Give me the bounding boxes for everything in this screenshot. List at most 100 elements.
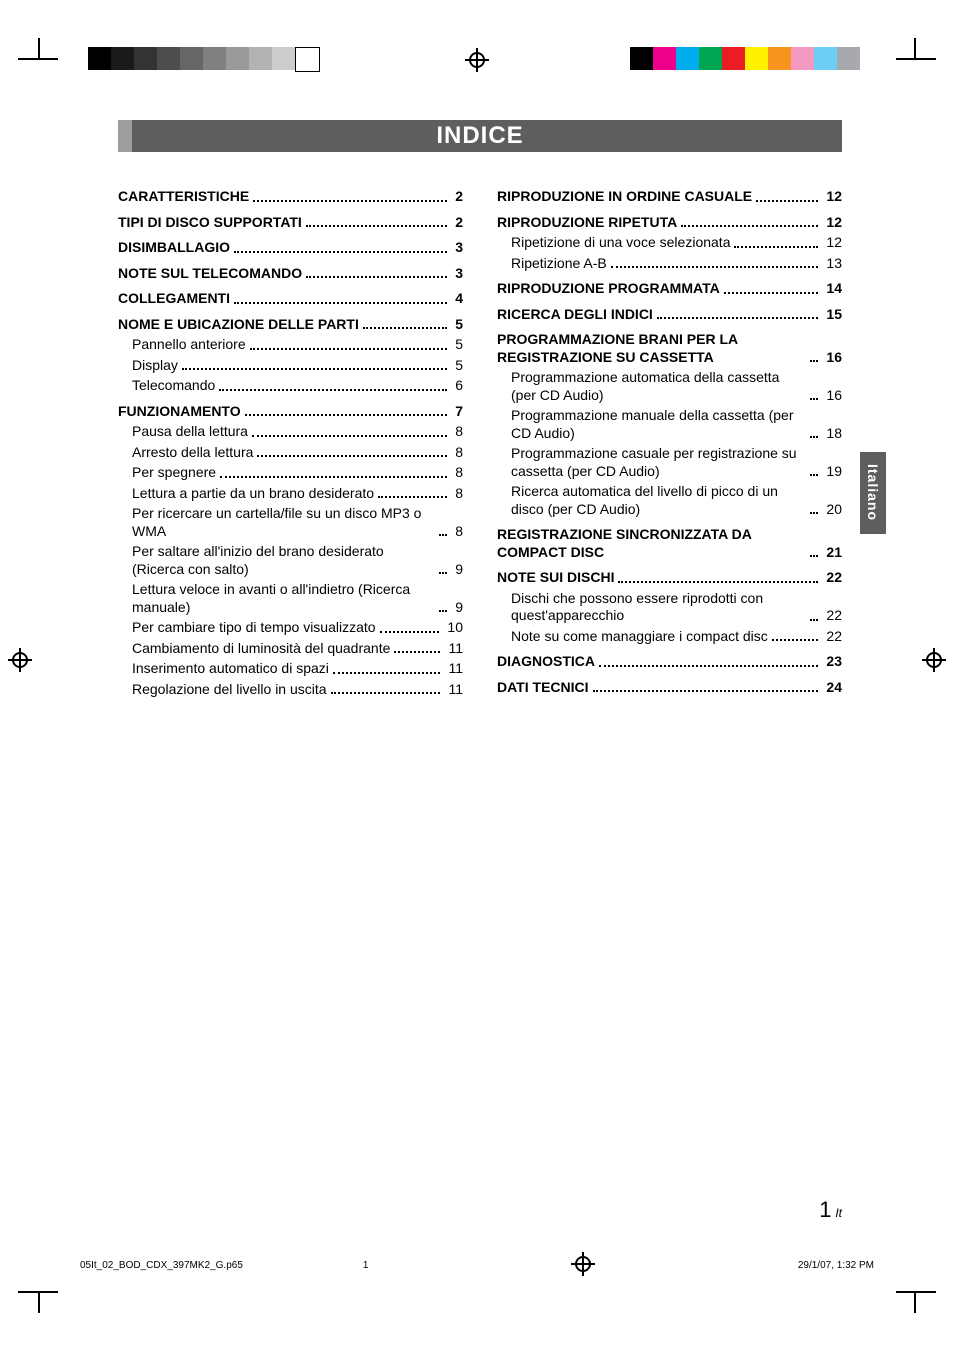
language-tab: Italiano: [860, 452, 886, 534]
toc-entry-sub: Programmazione automatica della cassetta…: [497, 369, 842, 404]
toc-entry-main: RIPRODUZIONE RIPETUTA 12: [497, 214, 842, 232]
toc-page: 5: [451, 357, 463, 375]
toc-label: DISIMBALLAGIO: [118, 239, 230, 257]
toc-entry-main: TIPI DI DISCO SUPPORTATI2: [118, 214, 463, 232]
table-of-contents: CARATTERISTICHE2TIPI DI DISCO SUPPORTATI…: [118, 180, 842, 701]
toc-entry-main: NOTE SUL TELECOMANDO3: [118, 265, 463, 283]
toc-column-left: CARATTERISTICHE2TIPI DI DISCO SUPPORTATI…: [118, 180, 463, 701]
footer: 05It_02_BOD_CDX_397MK2_G.p65 1 29/1/07, …: [80, 1252, 874, 1279]
toc-page: 6: [451, 377, 463, 395]
swatch: [837, 47, 860, 70]
toc-page: 11: [444, 681, 463, 699]
page-number-value: 1: [819, 1197, 831, 1222]
toc-leader-dots: [333, 672, 441, 674]
toc-leader-dots: [724, 292, 819, 294]
toc-leader-dots: [306, 225, 447, 227]
crop-mark-tr: [896, 38, 936, 78]
toc-label: Display: [118, 357, 178, 375]
toc-entry-sub: Arresto della lettura 8: [118, 444, 463, 462]
toc-page: 21: [822, 544, 842, 562]
toc-label: Per saltare all'inizio del brano desider…: [118, 543, 435, 578]
swatch: [791, 47, 814, 70]
crop-mark-tl: [18, 38, 58, 78]
toc-page: 16: [822, 387, 842, 405]
toc-leader-dots: [380, 631, 440, 633]
toc-entry-main: NOME E UBICAZIONE DELLE PARTI5: [118, 316, 463, 334]
toc-label: PROGRAMMAZIONE BRANI PER LA REGISTRAZION…: [497, 331, 806, 366]
toc-label: RICERCA DEGLI INDICI: [497, 306, 653, 324]
page-number: 1 It: [819, 1197, 842, 1223]
toc-page: 8: [451, 444, 463, 462]
toc-label: DIAGNOSTICA: [497, 653, 595, 671]
toc-label: RIPRODUZIONE RIPETUTA: [497, 214, 677, 232]
toc-leader-dots: [657, 317, 819, 319]
toc-label: Arresto della lettura: [118, 444, 253, 462]
toc-entry-sub: Display 5: [118, 357, 463, 375]
toc-entry-main: RIPRODUZIONE IN ORDINE CASUALE12: [497, 188, 842, 206]
toc-entry-sub: Cambiamento di luminosità del quadrante1…: [118, 640, 463, 658]
toc-page: 11: [444, 640, 463, 658]
swatch: [272, 47, 295, 70]
toc-leader-dots: [363, 327, 447, 329]
toc-entry-sub: Pannello anteriore 5: [118, 336, 463, 354]
toc-entry-sub: Ripetizione di una voce selezionata12: [497, 234, 842, 252]
toc-leader-dots: [810, 398, 818, 400]
toc-entry-sub: Inserimento automatico di spazi11: [118, 660, 463, 678]
swatch: [157, 47, 180, 70]
toc-entry-sub: Per spegnere8: [118, 464, 463, 482]
swatch: [134, 47, 157, 70]
toc-entry-sub: Ripetizione A-B13: [497, 255, 842, 273]
toc-label: RIPRODUZIONE IN ORDINE CASUALE: [497, 188, 752, 206]
toc-leader-dots: [681, 225, 818, 227]
toc-leader-dots: [439, 534, 447, 536]
toc-leader-dots: [331, 692, 441, 694]
toc-page: 15: [822, 306, 842, 324]
toc-label: Programmazione automatica della cassetta…: [497, 369, 806, 404]
toc-page: 19: [822, 463, 842, 481]
toc-page: 5: [451, 336, 463, 354]
language-tab-label: Italiano: [865, 464, 881, 521]
toc-page: 8: [451, 464, 463, 482]
toc-page: 12: [822, 234, 842, 252]
toc-entry-sub: Lettura a partie da un brano desiderato8: [118, 485, 463, 503]
toc-label: Lettura a partie da un brano desiderato: [118, 485, 374, 503]
grayscale-bar: [88, 47, 320, 72]
toc-page: 3: [451, 239, 463, 257]
toc-entry-main: PROGRAMMAZIONE BRANI PER LA REGISTRAZION…: [497, 331, 842, 366]
toc-label: Pausa della lettura: [118, 423, 248, 441]
toc-entry-sub: Programmazione manuale della cassetta (p…: [497, 407, 842, 442]
toc-label: Ripetizione A-B: [497, 255, 607, 273]
toc-entry-sub: Per cambiare tipo di tempo visualizzato1…: [118, 619, 463, 637]
toc-page: 22: [822, 628, 842, 646]
toc-page: 14: [822, 280, 842, 298]
toc-page: 18: [822, 425, 842, 443]
toc-leader-dots: [182, 368, 447, 370]
page-title: INDICE: [436, 122, 523, 150]
crop-mark-bl: [18, 1273, 58, 1313]
toc-label: NOTE SUI DISCHI: [497, 569, 614, 587]
toc-label: Pannello anteriore: [118, 336, 246, 354]
toc-label: Programmazione casuale per registrazione…: [497, 445, 806, 480]
toc-entry-sub: Lettura veloce in avanti o all'indietro …: [118, 581, 463, 616]
toc-leader-dots: [618, 581, 818, 583]
registration-mark-left: [8, 648, 32, 672]
toc-leader-dots: [810, 360, 818, 362]
toc-entry-main: DATI TECNICI24: [497, 679, 842, 697]
swatch: [722, 47, 745, 70]
toc-page: 24: [822, 679, 842, 697]
toc-leader-dots: [439, 610, 447, 612]
toc-label: Per ricercare un cartella/file su un dis…: [118, 505, 435, 540]
toc-page: 12: [822, 214, 842, 232]
toc-page: 7: [451, 403, 463, 421]
toc-leader-dots: [252, 435, 447, 437]
footer-timestamp: 29/1/07, 1:32 PM: [798, 1260, 874, 1271]
toc-entry-sub: Dischi che possono essere riprodotti con…: [497, 590, 842, 625]
toc-leader-dots: [810, 555, 818, 557]
toc-entry-sub: Telecomando6: [118, 377, 463, 395]
toc-leader-dots: [378, 496, 447, 498]
toc-page: 5: [451, 316, 463, 334]
toc-entry-main: REGISTRAZIONE SINCRONIZZATA DA COMPACT D…: [497, 526, 842, 561]
toc-page: 20: [822, 501, 842, 519]
swatch: [88, 47, 111, 70]
registration-mark-top: [465, 48, 489, 72]
